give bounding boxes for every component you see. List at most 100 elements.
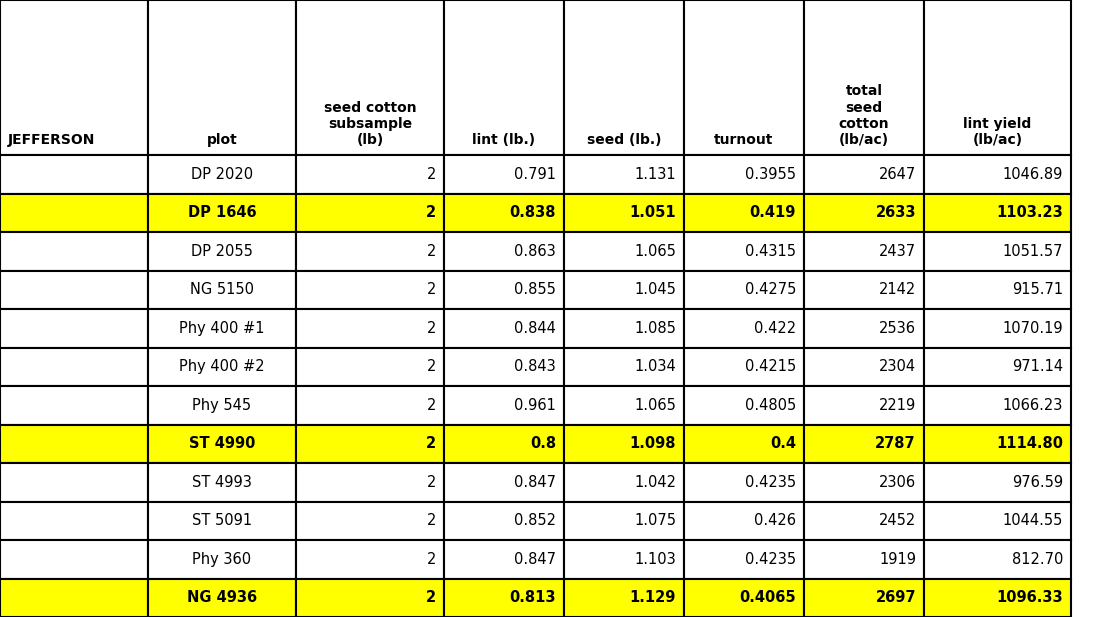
Bar xyxy=(0,579,148,617)
Text: 1.075: 1.075 xyxy=(634,513,676,528)
Bar xyxy=(804,424,924,463)
Text: lint (lb.): lint (lb.) xyxy=(472,133,535,147)
Bar xyxy=(0,540,148,579)
Bar xyxy=(444,386,564,424)
Text: Phy 400 #2: Phy 400 #2 xyxy=(179,359,265,375)
Bar xyxy=(924,232,1071,270)
Bar xyxy=(804,386,924,424)
Bar xyxy=(804,540,924,579)
Text: 812.70: 812.70 xyxy=(1012,552,1062,567)
Text: seed (lb.): seed (lb.) xyxy=(587,133,662,147)
Bar xyxy=(296,579,444,617)
Text: 1.129: 1.129 xyxy=(630,590,676,605)
Bar xyxy=(804,463,924,502)
Text: 1.034: 1.034 xyxy=(634,359,676,375)
Bar xyxy=(0,155,148,194)
Text: 0.4: 0.4 xyxy=(770,436,796,451)
Bar xyxy=(804,270,924,309)
Text: 2: 2 xyxy=(426,205,436,220)
Bar xyxy=(564,232,684,270)
Bar xyxy=(924,0,1071,155)
Bar xyxy=(564,424,684,463)
Bar xyxy=(564,155,684,194)
Bar xyxy=(0,232,148,270)
Bar xyxy=(0,194,148,232)
Bar xyxy=(804,347,924,386)
Text: 0.847: 0.847 xyxy=(514,474,556,490)
Bar xyxy=(804,0,924,155)
Bar xyxy=(444,232,564,270)
Bar xyxy=(296,463,444,502)
Text: 1.042: 1.042 xyxy=(634,474,676,490)
Bar xyxy=(564,463,684,502)
Text: 2: 2 xyxy=(426,244,436,259)
Bar xyxy=(444,463,564,502)
Text: 0.852: 0.852 xyxy=(514,513,556,528)
Bar xyxy=(684,386,804,424)
Text: JEFFERSON: JEFFERSON xyxy=(8,133,96,147)
Text: 1.098: 1.098 xyxy=(630,436,676,451)
Text: Phy 545: Phy 545 xyxy=(193,398,251,413)
Text: 0.813: 0.813 xyxy=(510,590,556,605)
Text: 1.103: 1.103 xyxy=(634,552,676,567)
Text: 0.419: 0.419 xyxy=(750,205,796,220)
Bar xyxy=(444,579,564,617)
Bar xyxy=(444,0,564,155)
Text: 0.4235: 0.4235 xyxy=(745,474,796,490)
Text: 1096.33: 1096.33 xyxy=(996,590,1062,605)
Text: total
seed
cotton
(lb/ac): total seed cotton (lb/ac) xyxy=(839,85,890,147)
Bar xyxy=(924,463,1071,502)
Text: 2219: 2219 xyxy=(879,398,916,413)
Bar xyxy=(148,502,296,540)
Text: DP 2020: DP 2020 xyxy=(190,167,253,182)
Text: 2: 2 xyxy=(426,513,436,528)
Text: 971.14: 971.14 xyxy=(1012,359,1062,375)
Text: 0.843: 0.843 xyxy=(514,359,556,375)
Bar xyxy=(564,540,684,579)
Bar xyxy=(684,155,804,194)
Bar xyxy=(924,270,1071,309)
Text: 1044.55: 1044.55 xyxy=(1003,513,1062,528)
Text: 915.71: 915.71 xyxy=(1012,282,1062,297)
Bar xyxy=(684,309,804,347)
Text: DP 2055: DP 2055 xyxy=(192,244,253,259)
Text: 0.863: 0.863 xyxy=(514,244,556,259)
Bar xyxy=(0,502,148,540)
Text: 2: 2 xyxy=(426,398,436,413)
Bar xyxy=(0,0,148,155)
Text: 2437: 2437 xyxy=(879,244,916,259)
Bar xyxy=(296,194,444,232)
Bar xyxy=(296,155,444,194)
Bar xyxy=(296,424,444,463)
Text: 2: 2 xyxy=(426,321,436,336)
Bar xyxy=(924,424,1071,463)
Text: 2: 2 xyxy=(426,167,436,182)
Text: 2633: 2633 xyxy=(875,205,916,220)
Text: 1.065: 1.065 xyxy=(634,244,676,259)
Bar xyxy=(924,194,1071,232)
Text: 0.4315: 0.4315 xyxy=(745,244,796,259)
Text: 1919: 1919 xyxy=(879,552,916,567)
Text: seed cotton
subsample
(lb): seed cotton subsample (lb) xyxy=(324,101,416,147)
Text: ST 4990: ST 4990 xyxy=(188,436,255,451)
Bar xyxy=(296,0,444,155)
Bar xyxy=(444,194,564,232)
Text: 2647: 2647 xyxy=(879,167,916,182)
Bar xyxy=(444,155,564,194)
Bar xyxy=(924,502,1071,540)
Text: 976.59: 976.59 xyxy=(1012,474,1062,490)
Text: NG 4936: NG 4936 xyxy=(187,590,257,605)
Bar xyxy=(0,424,148,463)
Bar xyxy=(684,270,804,309)
Bar xyxy=(564,386,684,424)
Bar xyxy=(684,463,804,502)
Text: 2: 2 xyxy=(426,359,436,375)
Text: 2697: 2697 xyxy=(875,590,916,605)
Text: 1051.57: 1051.57 xyxy=(1003,244,1062,259)
Bar xyxy=(296,540,444,579)
Bar xyxy=(444,540,564,579)
Bar xyxy=(684,194,804,232)
Text: 0.4805: 0.4805 xyxy=(744,398,796,413)
Bar xyxy=(564,270,684,309)
Text: lint yield
(lb/ac): lint yield (lb/ac) xyxy=(963,117,1032,147)
